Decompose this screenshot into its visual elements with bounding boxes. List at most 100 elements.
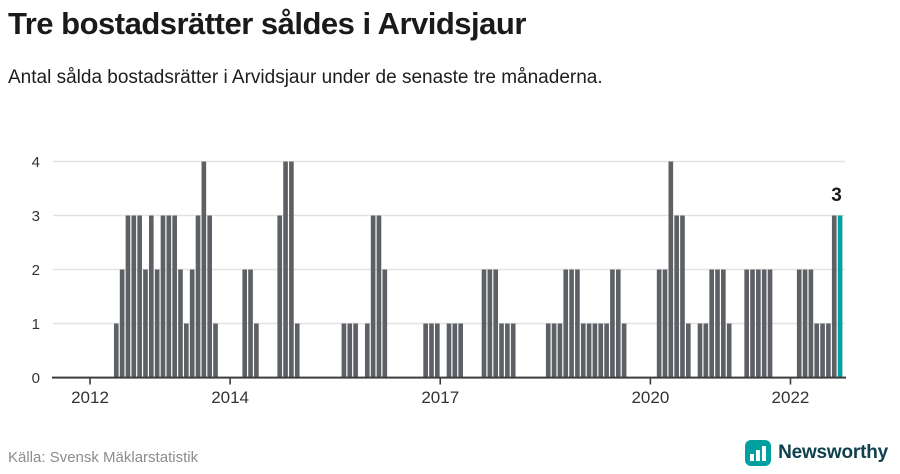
bar (703, 323, 709, 378)
bar (166, 215, 172, 378)
bar (750, 269, 755, 378)
bar (569, 269, 574, 378)
bar (178, 269, 183, 378)
bar (767, 269, 773, 378)
newsworthy-chart-icon (745, 440, 772, 466)
chart-title: Tre bostadsrätter såldes i Arvidsjaur (8, 6, 526, 41)
icon-bar (750, 454, 755, 461)
x-tick-label: 2012 (71, 388, 109, 407)
bar (820, 323, 825, 378)
bar (656, 269, 662, 378)
chart-subtitle: Antal sålda bostadsrätter i Arvidsjaur u… (8, 67, 603, 88)
bar (510, 323, 516, 378)
y-tick-label: 0 (32, 370, 40, 387)
bar (125, 215, 131, 378)
source-text: Källa: Svensk Mäklarstatistik (8, 449, 199, 466)
bar (680, 215, 685, 378)
bar (347, 323, 353, 378)
bar (143, 269, 148, 378)
bar-chart: 0 1 2 3 4 2012 2014 2017 2020 2022 3 (32, 154, 846, 407)
bar (563, 269, 569, 378)
bar (662, 269, 668, 378)
bar (189, 269, 195, 378)
bar (481, 269, 487, 378)
bar (493, 269, 499, 378)
bar (446, 323, 452, 378)
bar (423, 323, 428, 378)
bar (551, 323, 557, 378)
bar (131, 215, 137, 378)
x-tick-label: 2014 (211, 388, 249, 407)
bar (119, 269, 125, 378)
bar (592, 323, 598, 378)
bar (505, 323, 510, 378)
highlight-bar (837, 215, 843, 378)
bar (113, 323, 119, 378)
bar (575, 269, 580, 378)
bar (341, 323, 347, 378)
bar (137, 215, 142, 378)
bar (756, 269, 761, 378)
bar (213, 323, 218, 378)
bar (668, 161, 674, 378)
bar (248, 269, 253, 378)
bar (207, 215, 212, 378)
bar (294, 323, 300, 378)
bar (686, 323, 691, 378)
bar (580, 323, 586, 378)
bar (715, 269, 720, 378)
bar (802, 269, 808, 378)
bar (364, 323, 370, 378)
bar (814, 323, 820, 378)
bar (184, 323, 189, 378)
brand-name: Newsworthy (778, 442, 888, 463)
icon-bar (762, 446, 767, 461)
bar (621, 323, 627, 378)
bar (435, 323, 440, 378)
bar (254, 323, 259, 378)
x-tick-label: 2020 (631, 388, 669, 407)
bar (721, 269, 726, 378)
bar (429, 323, 434, 378)
x-tick-label: 2017 (421, 388, 459, 407)
bar (610, 269, 615, 378)
bar (277, 215, 283, 378)
x-axis-line (52, 376, 846, 379)
bar (458, 323, 463, 378)
bar (376, 215, 382, 378)
bar (242, 269, 248, 378)
bar (826, 323, 831, 378)
bar (148, 215, 154, 378)
bar (831, 215, 837, 378)
bar (598, 323, 604, 378)
bar (761, 269, 767, 378)
bar (586, 323, 592, 378)
bar (697, 323, 703, 378)
bar (382, 269, 388, 378)
bar (289, 161, 294, 378)
bar (709, 269, 714, 378)
bar (160, 215, 166, 378)
bar (487, 269, 493, 378)
bar (674, 215, 679, 378)
bar (154, 269, 160, 378)
y-tick-label: 4 (32, 154, 40, 171)
bar (615, 269, 621, 378)
bar (172, 215, 177, 378)
bar (726, 323, 732, 378)
x-tick-label: 2022 (772, 388, 810, 407)
bar (370, 215, 376, 378)
y-tick-label: 2 (32, 262, 40, 279)
newsworthy-logo: Newsworthy (745, 440, 888, 466)
bar (195, 215, 201, 378)
y-tick-label: 1 (32, 316, 40, 333)
bar (545, 323, 551, 378)
bar (744, 269, 750, 378)
icon-bar (756, 450, 761, 461)
bar (808, 269, 814, 378)
bar (201, 161, 207, 378)
bar (452, 323, 458, 378)
y-tick-label: 3 (32, 208, 40, 225)
bar (283, 161, 288, 378)
